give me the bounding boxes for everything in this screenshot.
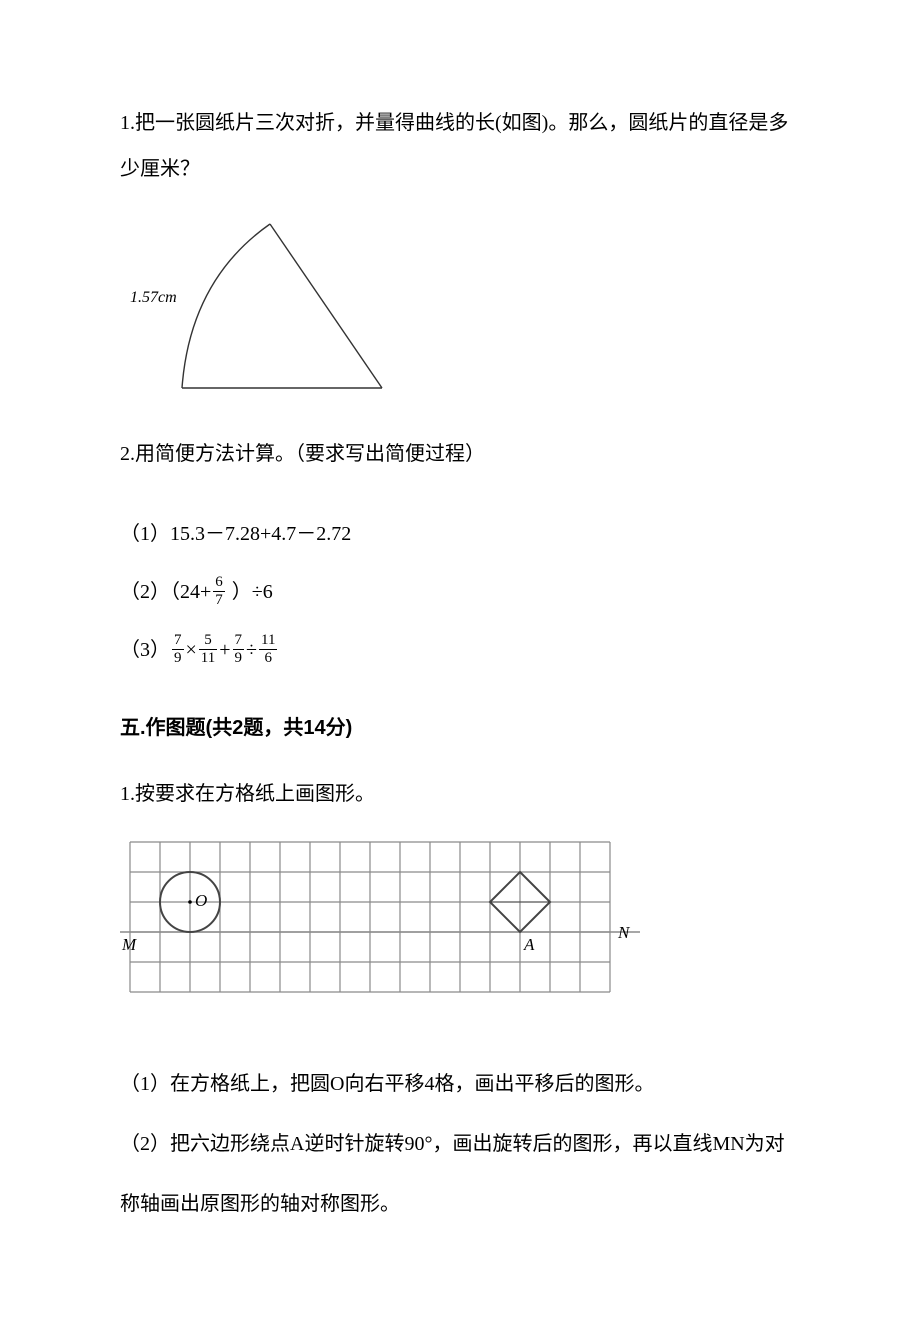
q2-item-1: （1）15.3－7.28+4.7－2.72	[120, 515, 800, 553]
frac-num: 5	[199, 633, 217, 650]
frac-den: 11	[199, 650, 217, 666]
frac-num: 11	[259, 633, 277, 650]
s5-q1-lead: 1.按要求在方格纸上画图形。	[120, 771, 800, 817]
q2-i2-prefix: （2）	[120, 581, 170, 603]
frac-den: 9	[233, 650, 245, 666]
q2-i3-frac1: 79	[172, 633, 184, 666]
q2-i2-pre: （24+	[170, 581, 211, 603]
q1-figure: 1.57cm	[120, 210, 800, 417]
q2-i2-frac: 67	[213, 575, 225, 608]
q2-i3-prefix: （3）	[120, 639, 170, 661]
frac-den: 6	[259, 650, 277, 666]
q2-i3-op2: +	[219, 639, 230, 661]
frac-den: 9	[172, 650, 184, 666]
q2-i3-op3: ÷	[246, 639, 257, 661]
q2-item-2: （2）（24+67 ）÷6	[120, 573, 800, 611]
svg-text:M: M	[121, 935, 137, 954]
q2-i2-frac-den: 7	[213, 592, 225, 608]
q2-i3-frac3: 79	[233, 633, 245, 666]
s5-grid-figure: O M A N	[120, 837, 800, 1024]
frac-num: 7	[172, 633, 184, 650]
q2-lead: 2.用简便方法计算。（要求写出简便过程）	[120, 431, 800, 477]
svg-text:O: O	[195, 891, 207, 910]
s5-sub2a: （2）把六边形绕点A逆时针旋转90°，画出旋转后的图形，再以直线MN为对	[120, 1114, 800, 1174]
q2-i1-prefix: （1）	[120, 523, 170, 545]
section5-head: 五.作图题(共2题，共14分)	[120, 705, 800, 751]
svg-text:A: A	[523, 935, 535, 954]
q2-i3-frac4: 116	[259, 633, 277, 666]
svg-text:N: N	[617, 923, 631, 942]
s5-sub2b: 称轴画出原图形的轴对称图形。	[120, 1174, 800, 1234]
q2-i2-frac-num: 6	[213, 575, 225, 592]
q2-i2-post: ）÷6	[227, 581, 273, 603]
frac-num: 7	[233, 633, 245, 650]
s5-sub1: （1）在方格纸上，把圆O向右平移4格，画出平移后的图形。	[120, 1054, 800, 1114]
q1-text: 1.把一张圆纸片三次对折，并量得曲线的长(如图)。那么，圆纸片的直径是多少厘米？	[120, 100, 800, 192]
q2-i3-op1: ×	[186, 639, 197, 661]
arc-length-label: 1.57cm	[130, 289, 177, 306]
q2-i1-expr: 15.3－7.28+4.7－2.72	[170, 523, 351, 545]
q2-item-3: （3）79×511+79÷116	[120, 631, 800, 669]
q2-i3-frac2: 511	[199, 633, 217, 666]
